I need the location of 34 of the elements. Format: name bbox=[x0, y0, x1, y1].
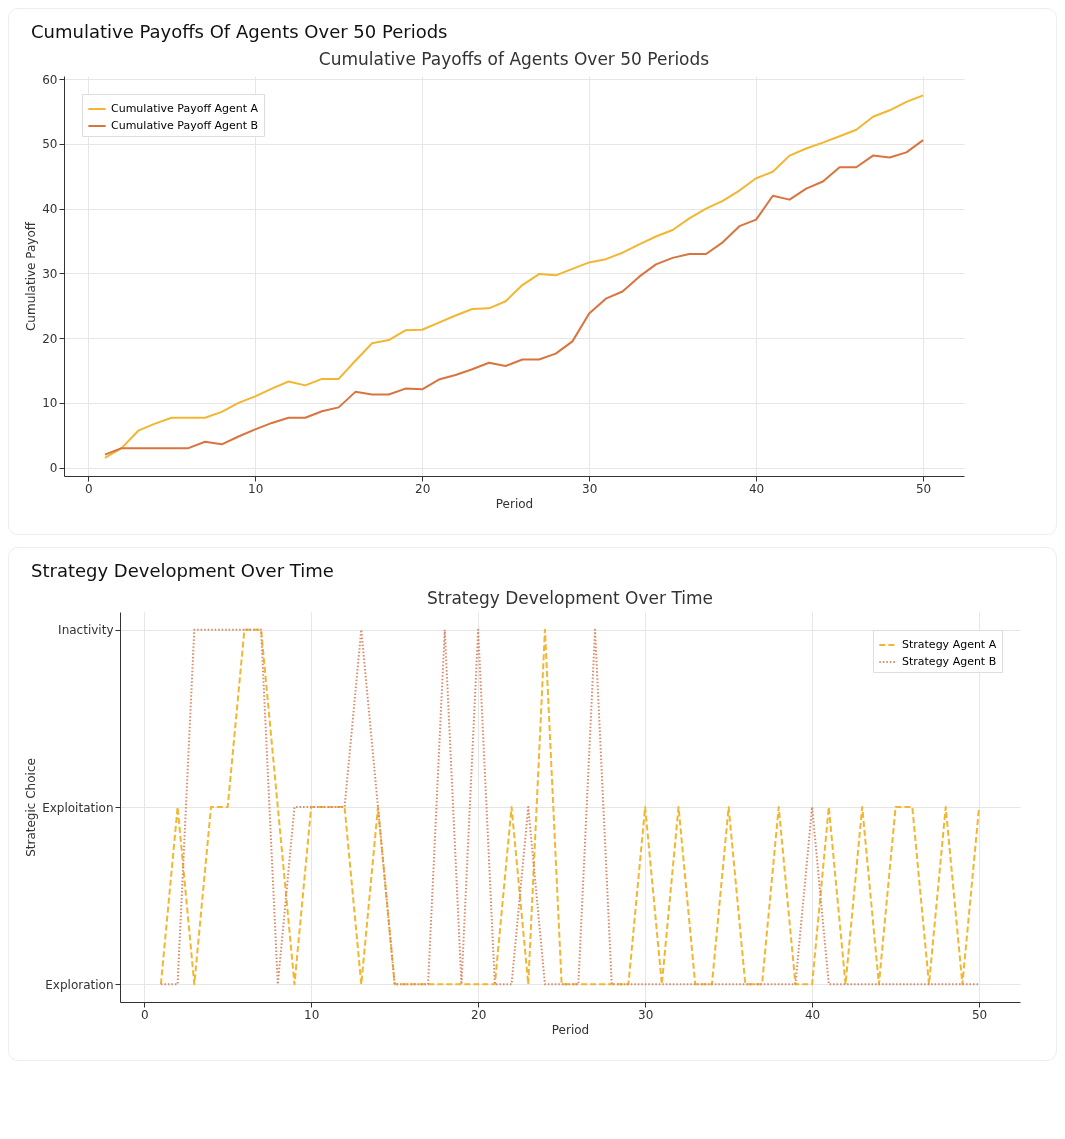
legend-label: Cumulative Payoff Agent A bbox=[111, 102, 259, 115]
y-tick-label: 40 bbox=[42, 202, 58, 217]
chart-title: Strategy Development Over Time bbox=[31, 560, 335, 581]
y-axis-title: Cumulative Payoff bbox=[24, 221, 39, 332]
legend-label: Strategy Agent A bbox=[902, 638, 997, 651]
legend-label: Strategy Agent B bbox=[902, 655, 997, 668]
chart-title: Cumulative Payoffs Of Agents Over 50 Periods bbox=[31, 21, 449, 42]
x-tick-label: 0 bbox=[140, 1007, 149, 1022]
y-tick-label: 0 bbox=[49, 461, 58, 476]
chart-subtitle: Strategy Development Over Time bbox=[427, 588, 713, 608]
x-tick-label: 30 bbox=[582, 481, 598, 496]
y-tick-label: 50 bbox=[42, 137, 58, 152]
y-tick-label: 20 bbox=[42, 331, 58, 346]
x-tick-label: 20 bbox=[415, 481, 431, 496]
y-tick-label: 60 bbox=[42, 72, 58, 87]
x-tick-label: 10 bbox=[248, 481, 264, 496]
x-axis-title: Period bbox=[551, 1022, 590, 1037]
chart-subtitle: Cumulative Payoffs of Agents Over 50 Periods bbox=[318, 49, 710, 70]
category-label: Inactivity bbox=[58, 623, 114, 638]
x-tick-label: 40 bbox=[804, 1007, 821, 1022]
legend-label: Cumulative Payoff Agent B bbox=[111, 119, 259, 132]
x-tick-label: 50 bbox=[915, 481, 932, 496]
x-tick-label: 40 bbox=[748, 481, 765, 496]
x-tick-label: 20 bbox=[471, 1007, 487, 1022]
x-axis-title: Period bbox=[495, 496, 534, 511]
category-label: Exploration bbox=[45, 977, 114, 992]
y-tick-label: 30 bbox=[42, 266, 58, 281]
x-tick-label: 0 bbox=[84, 481, 93, 496]
y-axis-title: Strategic Choice bbox=[24, 758, 39, 857]
category-label: Exploitation bbox=[42, 800, 114, 815]
y-tick-label: 10 bbox=[42, 396, 58, 411]
x-tick-label: 10 bbox=[304, 1007, 320, 1022]
x-tick-label: 50 bbox=[971, 1007, 988, 1022]
x-tick-label: 30 bbox=[638, 1007, 654, 1022]
